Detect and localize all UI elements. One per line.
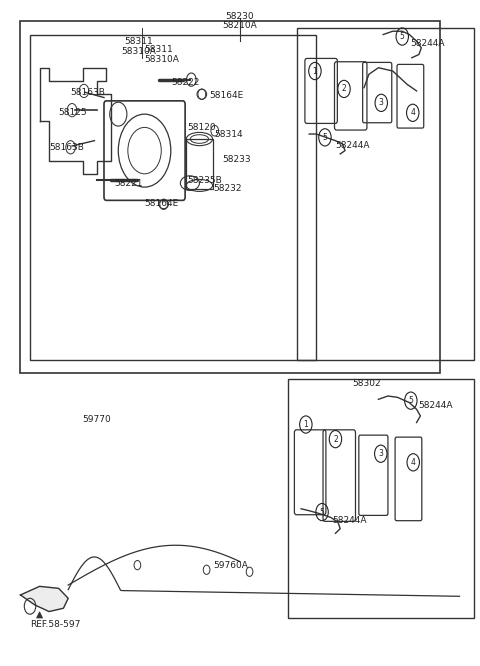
Text: 58311: 58311 xyxy=(144,45,173,54)
Text: 5: 5 xyxy=(320,507,324,517)
Bar xyxy=(297,28,474,360)
Text: 59770: 59770 xyxy=(83,415,111,424)
Text: 58163B: 58163B xyxy=(49,143,84,152)
Text: 58310A: 58310A xyxy=(121,47,156,56)
Text: 58310A: 58310A xyxy=(144,55,180,63)
Text: 58222: 58222 xyxy=(171,78,199,87)
Text: 58164E: 58164E xyxy=(144,199,179,208)
Text: 58314: 58314 xyxy=(215,129,243,139)
Bar xyxy=(186,139,213,188)
Text: 58302: 58302 xyxy=(352,379,381,388)
Text: 58244A: 58244A xyxy=(332,515,367,525)
Text: 59760A: 59760A xyxy=(214,561,249,569)
Text: 1: 1 xyxy=(312,67,317,75)
Text: 58235B: 58235B xyxy=(188,176,222,185)
Bar xyxy=(21,21,441,373)
Bar xyxy=(288,380,474,618)
Text: 58244A: 58244A xyxy=(410,39,444,48)
Text: REF.58-597: REF.58-597 xyxy=(30,620,80,629)
Bar xyxy=(30,35,316,360)
Text: 58163B: 58163B xyxy=(71,89,106,97)
Text: 3: 3 xyxy=(379,99,384,107)
Text: 2: 2 xyxy=(342,85,347,93)
Text: 4: 4 xyxy=(411,458,416,467)
Text: 58221: 58221 xyxy=(115,178,143,188)
Text: 5: 5 xyxy=(323,133,327,142)
Text: 58244A: 58244A xyxy=(419,402,453,410)
Text: 58120: 58120 xyxy=(188,123,216,132)
Text: 5: 5 xyxy=(400,32,405,41)
Text: 58311: 58311 xyxy=(124,37,153,46)
Text: 58125: 58125 xyxy=(59,109,87,117)
Text: 5: 5 xyxy=(408,396,413,405)
Text: 58210A: 58210A xyxy=(223,21,257,31)
Text: 4: 4 xyxy=(410,109,415,117)
Text: 2: 2 xyxy=(333,435,338,444)
Text: 58164E: 58164E xyxy=(209,91,243,100)
Text: 1: 1 xyxy=(303,420,308,429)
Text: 58244A: 58244A xyxy=(336,141,370,151)
Text: 58233: 58233 xyxy=(222,155,251,164)
Text: 58230: 58230 xyxy=(226,12,254,21)
Polygon shape xyxy=(21,586,68,611)
Text: 58232: 58232 xyxy=(213,184,241,193)
Text: 3: 3 xyxy=(378,449,383,458)
